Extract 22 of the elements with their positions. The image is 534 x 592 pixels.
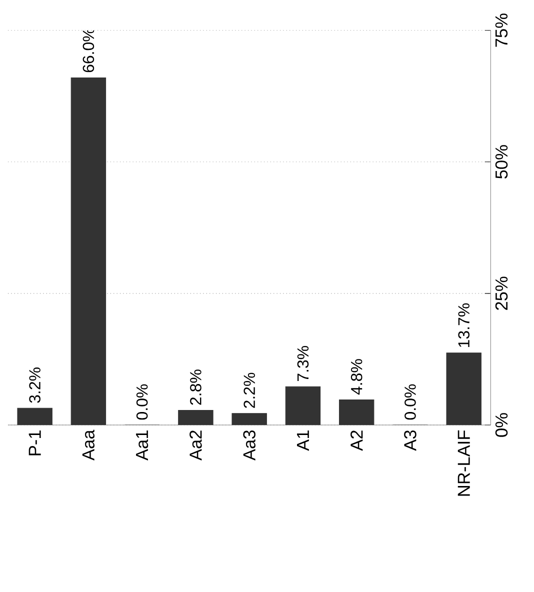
data-label: 2.8%: [190, 370, 202, 405]
y-tick-label: 75%: [495, 14, 508, 47]
data-label: 0.0%: [404, 384, 416, 420]
x-tick-label: Aa2: [190, 430, 202, 461]
y-tick-label: 50%: [495, 145, 508, 179]
x-tick-label: A1: [297, 430, 309, 451]
data-label: 3.2%: [29, 368, 40, 403]
data-label: 7.3%: [297, 346, 309, 382]
data-label: 4.8%: [350, 359, 362, 395]
data-label: 66.0%: [82, 28, 94, 72]
x-tick-label: Aa1: [136, 430, 148, 461]
y-tick-label: 0%: [495, 413, 508, 437]
x-tick-label: NR-LAIF: [458, 430, 470, 496]
x-tick-label: P-1: [28, 430, 41, 456]
x-tick-label: Aa3: [243, 430, 256, 461]
data-label: 13.7%: [458, 303, 470, 347]
x-tick-label: Aaa: [82, 430, 94, 461]
data-label: 2.2%: [244, 372, 255, 408]
x-tick-label: A2: [350, 430, 363, 451]
data-label: 0.0%: [136, 384, 148, 420]
x-tick-label: A3: [404, 430, 416, 451]
y-tick-label: 25%: [495, 276, 508, 310]
